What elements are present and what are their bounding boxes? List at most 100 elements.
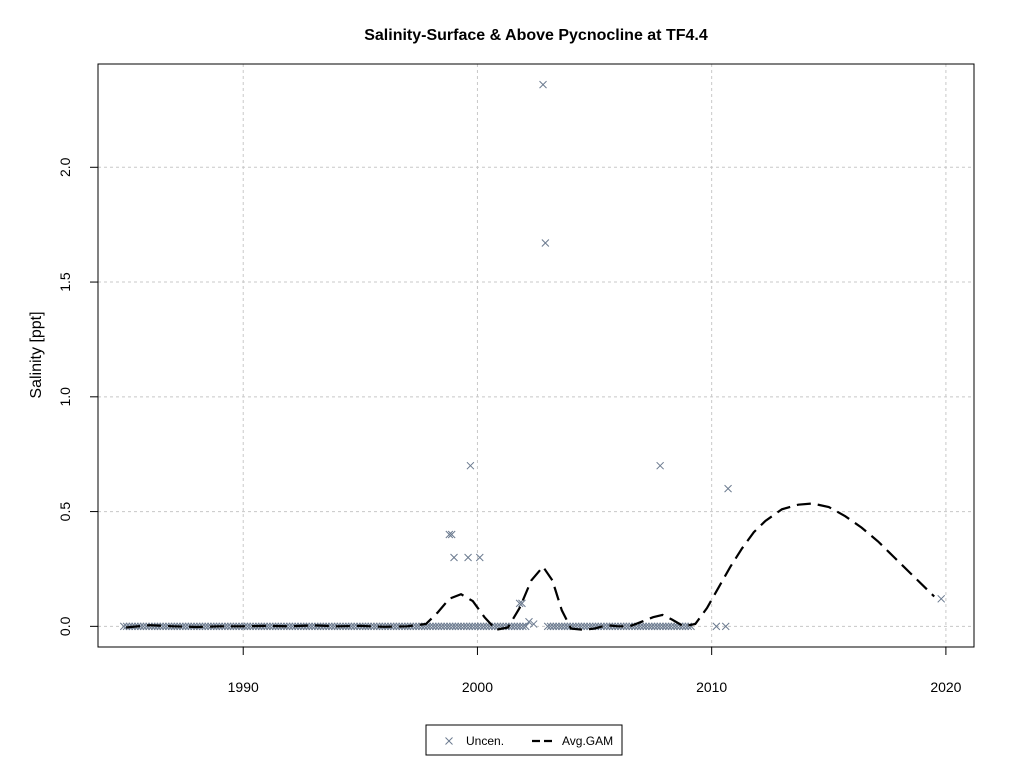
data-point-75 [330,622,339,631]
data-point-181 [647,622,656,631]
data-point-204 [539,80,547,89]
y-tick-label-4: 2.0 [57,157,73,177]
data-point-122 [462,622,471,631]
data-point-164 [600,622,608,631]
data-point-139 [510,622,519,631]
data-point-118 [451,622,460,631]
data-point-8 [142,622,151,631]
data-point-113 [437,622,446,631]
data-point-23 [184,622,193,631]
data-point-140 [513,622,522,631]
data-point-127 [476,622,485,631]
data-point-180 [645,622,653,631]
data-point-141 [516,622,524,631]
data-point-185 [659,622,667,631]
data-point-126 [474,622,482,631]
data-point-121 [460,622,468,631]
data-point-7 [139,622,148,631]
y-axis-label: Salinity [ppt] [28,311,45,398]
data-point-15 [162,622,170,631]
data-point-22 [181,622,190,631]
y-tick-label-2: 1.0 [57,387,73,407]
data-point-182 [650,622,659,631]
data-point-125 [471,622,479,631]
data-point-1 [122,622,131,631]
data-point-81 [347,622,356,631]
x-tick-label-0: 1990 [228,679,259,695]
data-point-124 [468,622,477,631]
data-point-205 [541,239,550,247]
data-point-21 [178,622,187,631]
data-point-37 [223,622,232,631]
data-point-36 [221,622,229,631]
data-point-104 [412,622,420,631]
data-point-90 [372,622,381,631]
data-point-44 [243,622,252,631]
data-point-119 [454,622,463,631]
data-point-6 [136,622,145,631]
data-point-88 [367,622,375,631]
data-point-196 [445,530,454,539]
data-point-96 [389,622,398,631]
legend: Uncen. Avg.GAM [425,724,623,756]
data-point-115 [443,622,451,631]
data-point-74 [327,622,336,631]
x-tick-label-1: 2000 [462,679,493,695]
data-point-146 [549,622,558,631]
data-point-114 [440,622,449,631]
data-point-145 [546,622,555,631]
uncensored-points [119,80,946,631]
data-point-179 [642,622,650,631]
data-point-209 [721,622,730,631]
y-tick-label-0: 0.0 [57,616,73,636]
legend-label-uncen: Uncen. [466,734,504,748]
x-tick-label-2: 2010 [696,679,727,695]
data-point-212 [529,620,538,628]
data-point-203 [518,599,526,608]
data-point-201 [475,553,484,562]
data-point-211 [525,617,533,626]
data-point-45 [246,622,255,631]
data-point-73 [325,622,333,631]
data-point-206 [656,461,664,470]
data-point-188 [667,622,676,631]
data-point-208 [712,622,721,631]
data-point-53 [268,622,277,631]
data-point-202 [515,599,524,608]
data-point-38 [226,622,235,631]
y-tick-label-3: 1.5 [57,272,73,292]
data-point-150 [560,622,569,631]
data-point-109 [426,622,434,631]
data-point-165 [602,622,611,631]
data-point-0 [119,622,128,631]
data-point-207 [724,484,732,493]
data-point-186 [661,622,670,631]
data-point-89 [370,622,378,631]
data-point-200 [466,461,475,470]
data-point-147 [552,622,560,631]
data-point-82 [350,622,359,631]
data-point-128 [479,622,488,631]
data-point-187 [664,622,673,631]
legend-box [425,724,623,756]
x-tick-label-3: 2020 [930,679,961,695]
data-point-138 [507,622,516,631]
data-point-183 [653,622,662,631]
data-point-120 [457,622,465,631]
plot-frame [97,63,975,648]
grid [98,64,974,647]
data-point-198 [450,553,458,562]
data-point-189 [670,622,679,631]
data-point-148 [555,622,563,631]
data-point-66 [305,622,314,631]
data-point-151 [563,622,572,631]
data-point-117 [448,622,457,631]
data-point-197 [447,530,456,539]
data-point-60 [288,622,297,631]
data-point-184 [656,622,664,631]
data-point-52 [266,622,274,631]
data-point-193 [681,622,690,631]
data-point-199 [464,553,472,562]
data-point-97 [392,622,401,631]
